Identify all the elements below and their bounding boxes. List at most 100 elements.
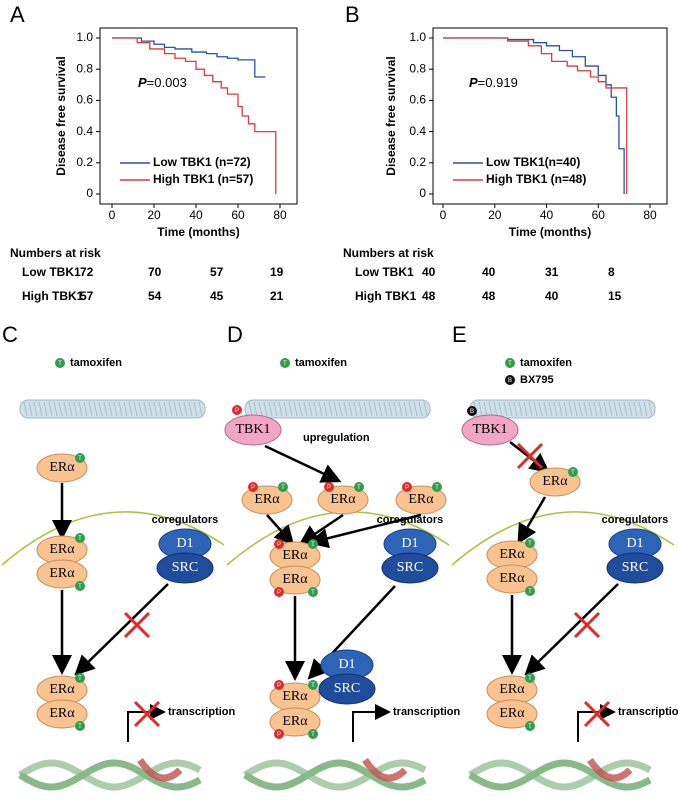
marker: [248, 482, 258, 492]
membrane-lipid: [78, 401, 83, 417]
membrane-lipid: [173, 401, 178, 417]
membrane-lipid: [253, 401, 258, 417]
membrane-lipid: [23, 401, 28, 417]
marker: [324, 482, 334, 492]
marker-label: T: [311, 683, 315, 689]
tbk1: [224, 414, 282, 446]
er-alpha: [317, 485, 369, 515]
x-tick-label: 40: [540, 208, 554, 222]
survival-curve: [112, 37, 277, 194]
membrane-lipid: [128, 401, 133, 417]
membrane-lipid: [583, 401, 588, 417]
membrane-lipid: [298, 401, 303, 417]
bx795-label: BX795: [520, 374, 554, 386]
arrow: [524, 583, 619, 676]
coregulators-label: coregulators: [152, 514, 219, 526]
membrane-lipid: [598, 401, 603, 417]
membrane-lipid: [478, 401, 483, 417]
d1-label: D1: [176, 536, 193, 551]
membrane-lipid: [278, 401, 283, 417]
er-alpha: [269, 565, 321, 595]
er-alpha: [486, 564, 538, 594]
x-tick-label: 20: [147, 208, 161, 222]
membrane-lipid: [183, 401, 188, 417]
membrane-lipid: [178, 401, 183, 417]
legend-label: Low TBK1(n=40): [486, 155, 580, 169]
marker: [432, 482, 442, 492]
upregulation-label: upregulation: [303, 432, 370, 444]
block: [133, 700, 161, 728]
marker-label: P: [327, 485, 331, 491]
marker: [308, 729, 318, 739]
panel-label: A: [10, 2, 25, 27]
transcription-label: transcription: [168, 706, 236, 718]
y-tick-label: 0.2: [409, 155, 426, 169]
membrane-lipid: [528, 401, 533, 417]
y-tick-label: 0.4: [409, 124, 426, 138]
membrane-lipid: [343, 401, 348, 417]
membrane-lipid: [288, 401, 293, 417]
membrane-lipid: [503, 401, 508, 417]
marker-label: T: [311, 542, 315, 548]
membrane-lipid: [393, 401, 398, 417]
arrow: [308, 513, 422, 549]
marker-label: P: [251, 485, 255, 491]
dna-segment: [137, 757, 183, 782]
risk-cell: Low TBK1: [355, 265, 414, 279]
x-tick-label: 80: [643, 208, 657, 222]
membrane-lipid: [83, 401, 88, 417]
membrane-lipid: [43, 401, 48, 417]
membrane-lipid: [268, 401, 273, 417]
membrane-lipid: [403, 401, 408, 417]
marker-label: T: [508, 361, 512, 367]
d1-label: D1: [401, 536, 418, 551]
marker: [568, 467, 578, 477]
membrane-lipid: [573, 401, 578, 417]
membrane-lipid: [538, 401, 543, 417]
membrane-lipid: [63, 401, 68, 417]
membrane-lipid: [618, 401, 623, 417]
risk-cell: 57: [210, 265, 224, 279]
er-label: ERα: [49, 682, 75, 697]
y-axis-label: Disease free survival: [384, 56, 398, 175]
marker-label: T: [311, 732, 315, 738]
er-label: ERα: [408, 492, 434, 507]
membrane-lipid: [193, 401, 198, 417]
marker: [525, 721, 535, 731]
marker-label: T: [528, 541, 532, 547]
membrane-lipid: [388, 401, 393, 417]
membrane-lipid: [73, 401, 78, 417]
risk-cell: High TBK1: [355, 289, 417, 303]
membrane-lipid: [158, 401, 163, 417]
membrane-lipid: [103, 401, 108, 417]
membrane-lipid: [108, 401, 113, 417]
legend-label: High TBK1 (n=57): [153, 172, 253, 186]
membrane-lipid: [588, 401, 593, 417]
marker: [232, 405, 242, 415]
block: [516, 442, 544, 470]
dna-strand: [243, 759, 427, 791]
membrane-lipid: [163, 401, 168, 417]
er-label: ERα: [499, 706, 525, 721]
marker: [274, 587, 284, 597]
panel-label: C: [2, 322, 18, 347]
panel-label: B: [345, 2, 360, 27]
arrow: [298, 513, 344, 545]
membrane-lipid: [398, 401, 403, 417]
marker-label: P: [277, 542, 281, 548]
x-tick-label: 60: [231, 208, 245, 222]
membrane-lipid: [338, 401, 343, 417]
tamoxifen-label: tamoxifen: [70, 357, 122, 369]
risk-cell: 45: [210, 289, 224, 303]
x-tick-label: 0: [109, 208, 116, 222]
membrane-lipid: [93, 401, 98, 417]
membrane-lipid: [353, 401, 358, 417]
marker-label: T: [528, 676, 532, 682]
src-label: SRC: [172, 560, 198, 575]
membrane-lipid: [53, 401, 58, 417]
marker: [308, 680, 318, 690]
marker-label: T: [281, 485, 285, 491]
y-tick-label: 1.0: [76, 30, 93, 44]
marker: [308, 587, 318, 597]
